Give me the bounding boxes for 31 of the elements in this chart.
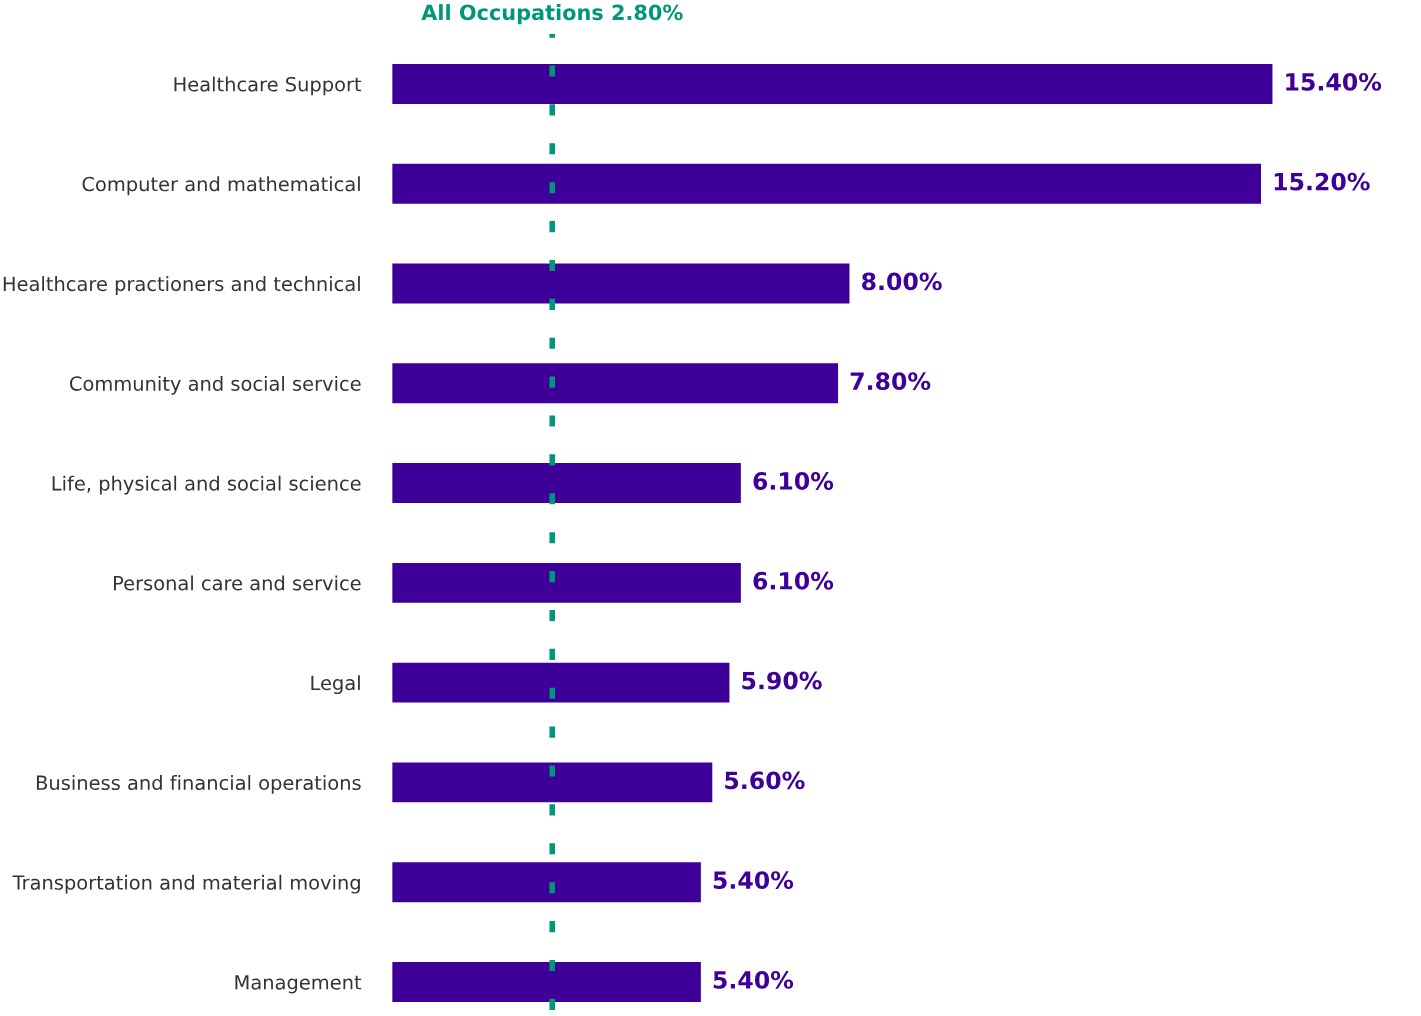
y-tick-label: Personal care and service	[114, 575, 361, 591]
data-label: 5.40%	[713, 970, 794, 989]
data-label: 5.90%	[742, 671, 822, 690]
ref-line-label: All Occupations 2.80%	[421, 4, 683, 25]
bar	[392, 463, 741, 504]
bar	[392, 63, 1273, 104]
data-label: 6.10%	[753, 571, 834, 590]
data-label: 8.00%	[862, 272, 942, 291]
bar	[392, 862, 701, 903]
y-tick-label: Healthcare practioners and technical	[3, 276, 360, 295]
y-tick-label: Legal	[311, 675, 360, 695]
bar	[392, 263, 850, 304]
data-label: 15.20%	[1274, 172, 1370, 191]
data-label: 6.10%	[753, 472, 834, 490]
data-label: 15.40%	[1286, 72, 1382, 91]
bar	[392, 662, 730, 703]
data-label: 5.40%	[713, 871, 794, 890]
bar	[392, 562, 741, 603]
data-label: 5.60%	[725, 771, 805, 790]
y-tick-label: Management	[235, 975, 362, 994]
y-tick-label: Community and social service	[69, 375, 361, 395]
bar	[392, 163, 1262, 204]
bar	[392, 363, 839, 404]
y-tick-label: Healthcare Support	[174, 76, 362, 96]
bar	[392, 762, 713, 803]
y-tick-label: Computer and mathematical	[82, 176, 360, 196]
bar	[392, 962, 701, 1002]
y-tick-label: Business and financial operations	[36, 775, 361, 794]
y-tick-label: Life, physical and social science	[52, 475, 361, 495]
y-tick-label: Transportation and material moving	[12, 874, 360, 894]
data-label: 7.80%	[850, 372, 931, 391]
